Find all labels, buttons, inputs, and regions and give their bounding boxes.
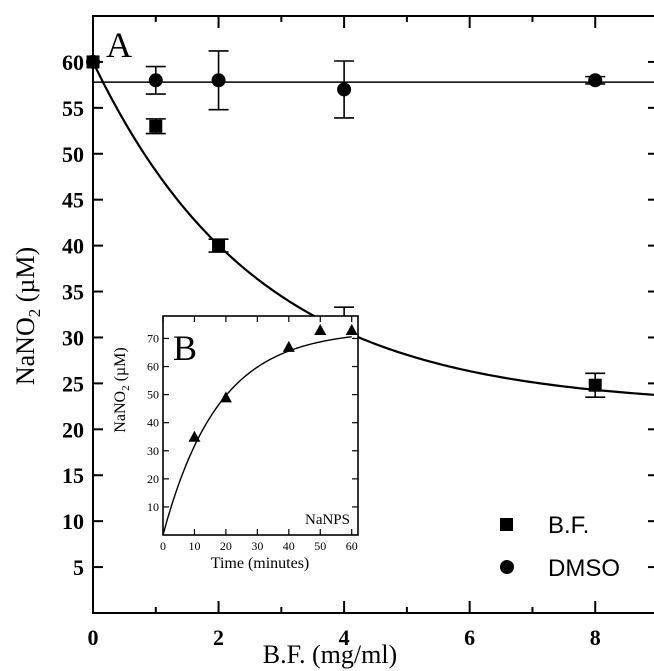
main-plot-frame [92, 15, 654, 614]
inset-axis-ticks: 0 10 20 30 40 50 60 10 20 30 40 50 60 70 [147, 316, 358, 553]
inset-data-point [345, 324, 358, 336]
inset-x-tick-label: 10 [188, 539, 200, 553]
inset-x-tick-label: 60 [346, 539, 358, 553]
main-y-tick-label: 25 [62, 371, 84, 396]
inset-data-points [188, 324, 358, 442]
inset-fit-curve [162, 336, 352, 536]
main-x-tick-label: 4 [339, 625, 350, 650]
inset-data-point [219, 391, 232, 403]
data-point-dmso [86, 54, 100, 69]
inset-y-label-sub: 2 [120, 385, 132, 391]
main-x-tick-label: 8 [590, 625, 601, 650]
data-point-bf [588, 378, 602, 392]
main-y-tick-label: 40 [62, 234, 84, 259]
legend: B.F. DMSO [500, 512, 620, 582]
main-y-axis-label: NaNO2 (µM) [11, 247, 44, 385]
inset-y-tick-label: 70 [147, 331, 159, 345]
inset-data-point [314, 324, 327, 336]
data-point-bf [149, 119, 163, 133]
panel-label-b: B [173, 328, 197, 368]
inset-y-tick-label: 20 [147, 472, 159, 486]
inset-x-tick-label: 20 [220, 539, 232, 553]
main-y-tick-label: 10 [62, 509, 84, 534]
inset-x-tick-label: 40 [283, 539, 295, 553]
inset-x-tick-label: 0 [160, 539, 166, 553]
main-y-tick-label: 30 [62, 325, 84, 350]
data-point-bf [212, 239, 226, 253]
main-y-tick-label: 20 [62, 417, 84, 442]
inset-plot-frame [162, 315, 359, 536]
main-x-axis-label: B.F. (mg/ml) [263, 640, 397, 669]
data-point-dmso [148, 73, 163, 88]
data-point-dmso [588, 73, 603, 88]
legend-marker-bf [500, 518, 513, 531]
inset-background [163, 316, 358, 535]
inset-data-point [282, 340, 295, 352]
legend-label-dmso: DMSO [548, 555, 620, 582]
main-x-tick-label: 0 [88, 625, 99, 650]
inset-x-tick-label: 50 [314, 539, 326, 553]
main-y-tick-label: 50 [62, 142, 84, 167]
main-y-label-sub: 2 [25, 309, 44, 318]
fit-curve-bf [92, 61, 654, 396]
inset-annotation: NaNPS [305, 512, 350, 528]
main-y-label-main: NaNO [11, 317, 40, 385]
main-y-tick-label: 15 [62, 463, 84, 488]
main-y-tick-label: 45 [62, 188, 84, 213]
inset-data-point [188, 430, 201, 442]
main-y-tick-label: 5 [73, 555, 84, 580]
main-y-tick-label: 55 [62, 96, 84, 121]
inset-y-label-unit: (µM) [112, 347, 129, 385]
inset-y-axis-label: NaNO2 (µM) [112, 347, 132, 432]
main-y-tick-label: 60 [62, 50, 84, 75]
inset-y-tick-label: 40 [147, 416, 159, 430]
inset-y-tick-label: 30 [147, 444, 159, 458]
panel-label-a: A [106, 25, 132, 65]
inset-y-tick-label: 10 [147, 500, 159, 514]
inset-fit-curve-line [162, 336, 352, 536]
legend-label-bf: B.F. [548, 512, 589, 539]
inset-y-tick-label: 60 [147, 360, 159, 374]
main-fit-curves [92, 61, 654, 396]
legend-marker-dmso [500, 560, 514, 574]
inset-y-label-main: NaNO [112, 391, 129, 433]
main-y-tick-label: 35 [62, 280, 84, 305]
inset-x-tick-label: 30 [251, 539, 263, 553]
main-x-tick-label: 2 [213, 625, 224, 650]
inset-y-tick-label: 50 [147, 388, 159, 402]
main-x-tick-label: 6 [464, 625, 475, 650]
data-point-dmso [337, 82, 352, 97]
main-y-label-unit: (µM) [11, 247, 40, 309]
data-point-dmso [211, 73, 226, 88]
inset-x-axis-label: Time (minutes) [211, 555, 310, 572]
